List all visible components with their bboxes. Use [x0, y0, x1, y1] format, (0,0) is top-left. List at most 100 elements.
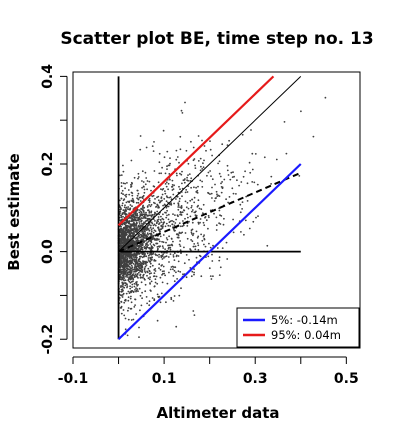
- scatter-point: [151, 297, 154, 299]
- scatter-point: [167, 205, 170, 208]
- scatter-point: [163, 156, 166, 159]
- scatter-point: [129, 287, 132, 290]
- y-tick-label: 0.0: [40, 239, 56, 264]
- scatter-point: [179, 148, 182, 151]
- scatter-point: [240, 231, 242, 233]
- scatter-point: [127, 206, 130, 208]
- scatter-point: [165, 255, 168, 258]
- scatter-point: [200, 233, 203, 236]
- scatter-point: [149, 205, 152, 208]
- scatter-point: [122, 164, 124, 167]
- scatter-point: [128, 242, 131, 244]
- scatter-point: [298, 175, 301, 177]
- scatter-point: [138, 287, 141, 290]
- scatter-point: [181, 195, 183, 198]
- scatter-point: [135, 259, 138, 262]
- scatter-point: [129, 281, 132, 284]
- scatter-point: [190, 205, 193, 207]
- scatter-point: [169, 253, 172, 256]
- scatter-point: [130, 159, 133, 162]
- scatter-point: [125, 224, 127, 227]
- scatter-point: [137, 233, 140, 236]
- scatter-point: [130, 267, 133, 270]
- scatter-point: [197, 199, 200, 202]
- scatter-point: [231, 187, 234, 190]
- scatter-point: [147, 233, 150, 236]
- scatter-point: [205, 219, 208, 222]
- scatter-point: [162, 241, 165, 244]
- scatter-point: [207, 192, 210, 195]
- scatter-point: [177, 236, 180, 239]
- scatter-point: [178, 185, 180, 188]
- scatter-point: [248, 161, 251, 164]
- scatter-point: [193, 273, 195, 276]
- scatter-point: [191, 270, 194, 273]
- scatter-point: [203, 237, 206, 240]
- scatter-point: [141, 180, 143, 182]
- scatter-point: [172, 220, 175, 223]
- scatter-point: [127, 318, 130, 321]
- scatter-point: [186, 191, 189, 193]
- scatter-point: [140, 268, 143, 270]
- scatter-point: [139, 236, 142, 239]
- scatter-point: [228, 139, 231, 142]
- scatter-point: [130, 277, 133, 279]
- scatter-point: [153, 170, 156, 172]
- scatter-point: [192, 146, 195, 149]
- scatter-point: [142, 232, 145, 235]
- scatter-point: [232, 192, 235, 195]
- scatter-point: [193, 271, 196, 274]
- scatter-point: [239, 211, 242, 214]
- scatter-point: [141, 222, 143, 225]
- scatter-point: [190, 206, 193, 209]
- scatter-point: [171, 265, 174, 268]
- scatter-point: [164, 172, 167, 175]
- scatter-point: [131, 239, 134, 241]
- scatter-point: [197, 249, 200, 251]
- scatter-point: [179, 188, 181, 191]
- scatter-point: [129, 234, 131, 236]
- scatter-point: [244, 170, 247, 173]
- scatter-point: [169, 248, 172, 251]
- scatter-point: [159, 235, 162, 238]
- scatter-point: [121, 189, 124, 192]
- scatter-point: [129, 266, 131, 268]
- scatter-point: [190, 177, 193, 180]
- scatter-point: [126, 285, 129, 287]
- scatter-point: [194, 245, 197, 248]
- scatter-point: [155, 254, 157, 256]
- scatter-point: [159, 268, 162, 271]
- scatter-point: [145, 243, 148, 246]
- scatter-point: [173, 202, 176, 205]
- scatter-point: [137, 235, 140, 238]
- scatter-point: [120, 182, 123, 184]
- scatter-point: [178, 222, 181, 225]
- scatter-point: [165, 216, 168, 219]
- scatter-point: [170, 202, 173, 205]
- scatter-point: [159, 245, 162, 248]
- scatter-point: [151, 264, 154, 267]
- scatter-point: [197, 204, 200, 207]
- scatter-point: [168, 173, 171, 175]
- scatter-point: [196, 242, 199, 245]
- scatter-point: [120, 197, 123, 200]
- scatter-point: [210, 175, 212, 178]
- scatter-point: [131, 283, 134, 286]
- scatter-point: [141, 206, 144, 209]
- scatter-point: [162, 213, 164, 216]
- scatter-point: [177, 270, 180, 273]
- scatter-point: [158, 213, 161, 216]
- scatter-point: [162, 247, 165, 249]
- scatter-point: [138, 232, 141, 235]
- scatter-point: [180, 109, 183, 112]
- scatter-point: [130, 240, 133, 243]
- scatter-point: [220, 191, 223, 194]
- scatter-point: [171, 184, 174, 186]
- scatter-point: [153, 223, 156, 226]
- scatter-point: [143, 186, 145, 188]
- scatter-point: [124, 182, 126, 185]
- scatter-point: [154, 281, 157, 284]
- scatter-point: [137, 224, 140, 227]
- scatter-point: [220, 186, 223, 188]
- scatter-point: [207, 171, 210, 174]
